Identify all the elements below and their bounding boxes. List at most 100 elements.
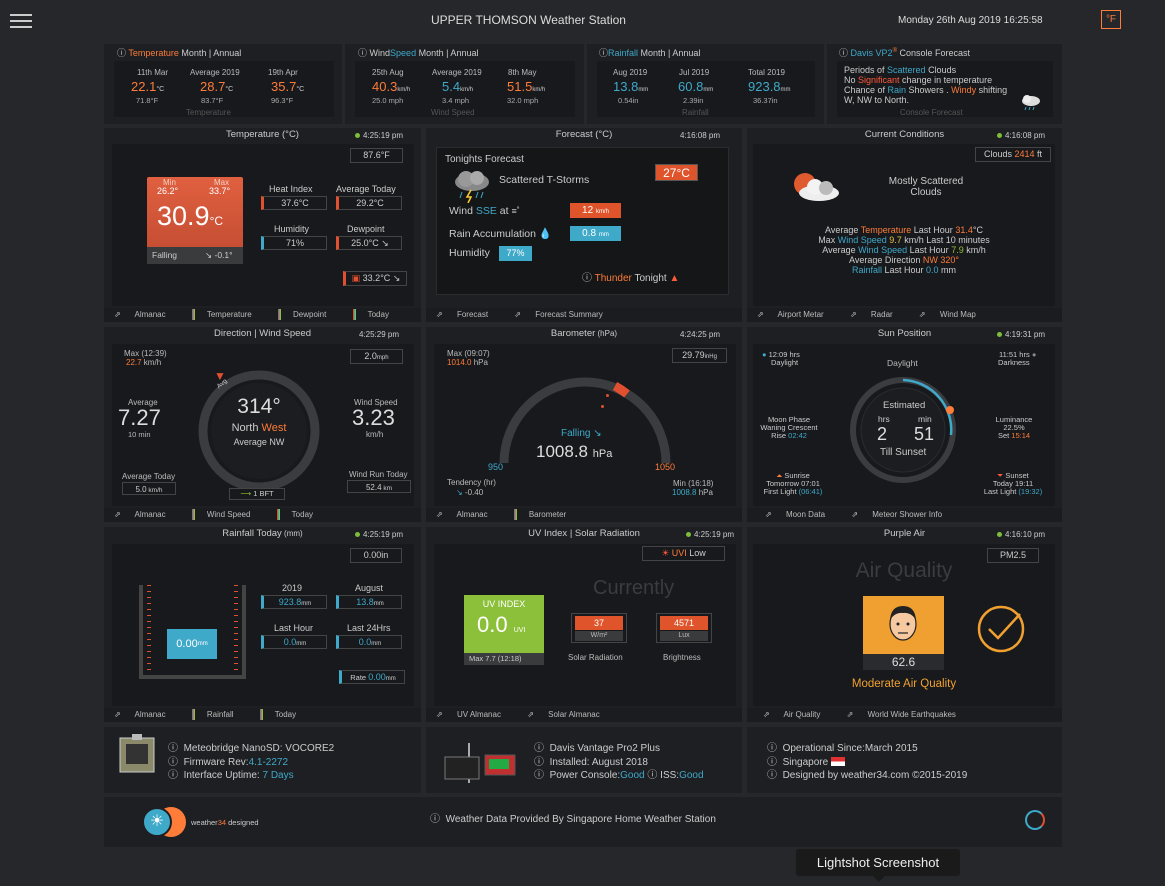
solar-almanac-link[interactable]: ⇗ Solar Almanac bbox=[527, 710, 612, 719]
rain-month-label: August bbox=[355, 583, 384, 593]
menu-icon[interactable] bbox=[10, 14, 32, 30]
moon-data-link[interactable]: ⇗ Moon Data bbox=[765, 510, 837, 519]
forecast-hum-val: 77% bbox=[499, 246, 532, 261]
temp-current: 30.9 bbox=[157, 201, 210, 231]
top-rain-c3-label: Total 2019 bbox=[748, 68, 785, 77]
radar-link[interactable]: ⇗ Radar bbox=[850, 310, 905, 319]
baro-max-val: 1014.0 bbox=[447, 358, 472, 367]
forecast-cond: Scattered T-Storms bbox=[499, 174, 590, 186]
live-dot-icon bbox=[354, 133, 360, 139]
uv-title: UV Index | Solar Radiation bbox=[528, 528, 640, 539]
info-icon: ⓘ bbox=[534, 770, 544, 781]
sun-lum-val: 22.5% bbox=[1003, 423, 1025, 432]
station-title: UPPER THOMSON Weather Station bbox=[431, 13, 626, 27]
temp-foot-today: Today bbox=[367, 310, 389, 319]
wind-avg-val: 7.27 bbox=[118, 405, 161, 430]
wind-bft: 1 BFT bbox=[253, 489, 274, 498]
top-temp-panel: ⓘ Temperature Month | Annual 11th Mar 22… bbox=[104, 44, 342, 124]
earthquakes-link[interactable]: ⇗ World Wide Earthquakes bbox=[847, 710, 968, 719]
rain-l24-unit: mm bbox=[371, 641, 382, 647]
top-wind-c2-val: 5.4 bbox=[442, 79, 461, 94]
top-wind-c1-unit: km/h bbox=[397, 87, 411, 93]
indoor-icon: ▣ bbox=[351, 273, 361, 283]
baro-almanac-link[interactable]: ⇗ Almanac bbox=[436, 510, 500, 519]
cc-foot-3: Wind Map bbox=[939, 310, 976, 319]
info-icon: ⓘ bbox=[647, 770, 658, 781]
air-val: 62.6 bbox=[863, 654, 944, 670]
sun-hrs-label: hrs bbox=[878, 414, 890, 424]
top-rain-c3-unit: mm bbox=[780, 87, 791, 93]
uv-almanac-link[interactable]: ⇗ UV Almanac bbox=[436, 710, 513, 719]
top-rain-title-a: Rainfall bbox=[608, 48, 639, 58]
heat-index-label: Heat Index bbox=[269, 184, 313, 194]
info-icon: ⓘ bbox=[767, 756, 777, 768]
singapore-flag-icon bbox=[830, 757, 845, 767]
sun-min-label: min bbox=[918, 414, 932, 424]
info-davis: ⓘ Davis Vantage Pro2 Plus ⓘ Installed: A… bbox=[426, 727, 742, 793]
airport-metar-link[interactable]: ⇗ Airport Metar bbox=[757, 310, 836, 319]
wind-map-link[interactable]: ⇗ Wind Map bbox=[919, 310, 988, 319]
clouds-unit: ft bbox=[1037, 149, 1043, 159]
air-quality-link[interactable]: ⇗ Air Quality bbox=[763, 710, 832, 719]
forecast-wind-a: Wind bbox=[449, 205, 476, 217]
bar-chart-icon bbox=[513, 509, 517, 521]
top-wind-c3-label: 8th May bbox=[508, 68, 537, 77]
o3: Designed by weather34.com ©2015-2019 bbox=[782, 770, 968, 781]
baro-chart-link[interactable]: Barometer bbox=[513, 509, 578, 521]
forecast-summary-link[interactable]: ⇗ Forecast Summary bbox=[514, 310, 615, 319]
cc-l4b: NW bbox=[922, 255, 938, 265]
top-rain-c3-val: 923.8 bbox=[748, 79, 781, 94]
forecast-link[interactable]: ⇗ Forecast bbox=[436, 310, 500, 319]
d3c: ISS: bbox=[657, 770, 680, 781]
refresh-icon[interactable] bbox=[1025, 810, 1045, 830]
thunder-b: Tonight bbox=[631, 273, 667, 284]
top-wind-c3-sub: 32.0 mph bbox=[507, 96, 539, 105]
meteor-shower-link[interactable]: ⇗ Meteor Shower Info bbox=[851, 510, 954, 519]
wind-speed-chart-link[interactable]: Wind Speed bbox=[191, 509, 263, 521]
top-wind-panel: ⓘ WindSpeed Month | Annual 25th Aug 40.3… bbox=[345, 44, 584, 124]
forecast-panel: Forecast (°C) 4:16:08 pm Tonights Foreca… bbox=[426, 128, 742, 322]
uv-foot-2: Solar Almanac bbox=[548, 710, 600, 719]
top-temp-title-a: Temperature bbox=[128, 48, 179, 58]
o1: Operational Since:March 2015 bbox=[782, 743, 918, 754]
indoor-temp: 33.2°C bbox=[362, 273, 391, 283]
uv-time: 4:25:19 pm bbox=[693, 530, 734, 539]
info-icon: ⓘ bbox=[534, 743, 544, 754]
rain-today-chart-link[interactable]: Today bbox=[259, 709, 308, 721]
temp-chart-link[interactable]: Temperature bbox=[191, 309, 264, 321]
sun-dark-hrs: 11:51 hrs bbox=[999, 350, 1030, 359]
wind-today-chart-link[interactable]: Today bbox=[276, 509, 325, 521]
trend-down-icon: ↘ bbox=[381, 238, 389, 248]
meteobridge-device-icon bbox=[119, 734, 155, 773]
sun-mins: 51 bbox=[914, 424, 935, 444]
temp-almanac-link[interactable]: ⇗ Almanac bbox=[114, 310, 178, 319]
unit-toggle-button[interactable]: °F bbox=[1101, 10, 1121, 29]
forecast-foot-1: Forecast bbox=[456, 310, 489, 319]
rain-almanac-link[interactable]: ⇗ Almanac bbox=[114, 710, 178, 719]
wind-max-label: Max (12:39) bbox=[124, 349, 167, 358]
provided-text: Weather Data Provided By Singapore Home … bbox=[445, 814, 716, 825]
baro-foot-2: Barometer bbox=[528, 510, 567, 519]
cc-l3c: Last Hour bbox=[907, 245, 952, 255]
solar-label: Solar Radiation bbox=[568, 653, 623, 662]
barometer-title-unit: (hPa) bbox=[595, 329, 618, 338]
external-link-icon: ⇗ bbox=[114, 310, 121, 319]
top-temp-c2-val: 28.7 bbox=[200, 79, 226, 94]
header-datetime: Monday 26th Aug 2019 16:25:58 bbox=[898, 15, 1043, 26]
fc-l3e: shifting bbox=[976, 85, 1008, 95]
wind-almanac-link[interactable]: ⇗ Almanac bbox=[114, 510, 178, 519]
top-wind-c1-label: 25th Aug bbox=[372, 68, 404, 77]
uvi-a: UVI bbox=[671, 548, 687, 558]
uv-index-tile: UV INDEX 0.0 UVI Max 7.7 (12:18) bbox=[464, 595, 544, 665]
lightshot-tooltip: Lightshot Screenshot bbox=[796, 849, 960, 882]
top-rain-c2-label: Jul 2019 bbox=[679, 68, 710, 77]
fc-l2c: change in temperature bbox=[899, 75, 993, 85]
rain-chart-link[interactable]: Rainfall bbox=[191, 709, 246, 721]
dewpoint-chart-link[interactable]: Dewpoint bbox=[278, 309, 338, 321]
today-chart-link[interactable]: Today bbox=[352, 309, 401, 321]
cc-foot-1: Airport Metar bbox=[777, 310, 824, 319]
info-icon: ⓘ bbox=[168, 743, 178, 754]
sun-rise-label: Rise bbox=[771, 431, 789, 440]
sunrise-icon: ⏶ bbox=[776, 471, 783, 480]
info-icon: ⓘ bbox=[767, 743, 777, 754]
